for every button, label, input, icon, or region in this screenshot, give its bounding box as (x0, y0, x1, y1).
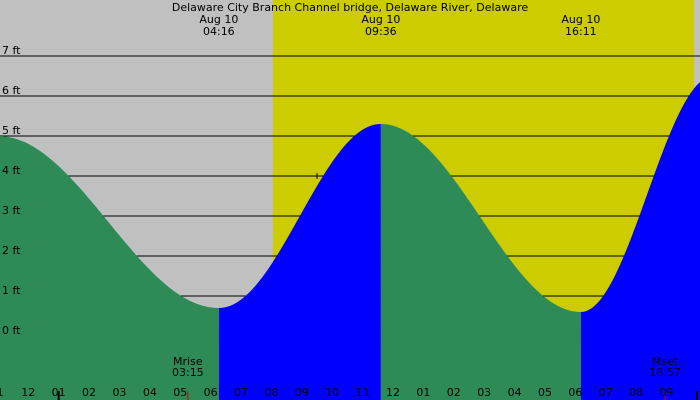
x-tick-label: 09 (295, 386, 309, 399)
falling-tide-area (380, 124, 581, 400)
extreme-date-label: Aug 10 (561, 13, 600, 26)
x-tick-label: 08 (629, 386, 643, 399)
extreme-date-label: Aug 10 (199, 13, 238, 26)
moon-event-time: 03:15 (172, 366, 204, 379)
x-tick-label: 09 (660, 386, 674, 399)
y-tick-label: 2 ft (2, 244, 21, 257)
x-tick-label: 01 (416, 386, 430, 399)
sun-event-tick (57, 391, 60, 400)
markers (57, 173, 698, 400)
y-tick-label: 1 ft (2, 284, 21, 297)
y-tick-label: 4 ft (2, 164, 21, 177)
falling-tide-area (0, 136, 219, 400)
sun-event-tick (695, 391, 698, 400)
x-tick-label: 01 (52, 386, 66, 399)
x-tick-label: 02 (82, 386, 96, 399)
x-tick-label: 06 (204, 386, 218, 399)
moon-event-label: Mrise (173, 355, 203, 368)
extreme-date-label: Aug 10 (361, 13, 400, 26)
x-tick-label: 07 (599, 386, 613, 399)
x-tick-label: 10 (325, 386, 339, 399)
x-tick-label: 03 (112, 386, 126, 399)
x-tick-label: 1 (0, 386, 4, 399)
x-tick-label: 04 (143, 386, 157, 399)
rising-tide-area (218, 124, 381, 400)
x-tick-label: 12 (386, 386, 400, 399)
x-tick-label: 03 (477, 386, 491, 399)
x-tick-label: 07 (234, 386, 248, 399)
tide-area (0, 82, 700, 400)
y-tick-label: 5 ft (2, 124, 21, 137)
x-tick-label: 11 (356, 386, 370, 399)
moon-event-time: 18:57 (649, 366, 681, 379)
y-tick-label: 0 ft (2, 324, 21, 337)
y-tick-label: 7 ft (2, 44, 21, 57)
chart-title: Delaware City Branch Channel bridge, Del… (172, 1, 528, 14)
x-tick-label: 12 (21, 386, 35, 399)
x-tick-label: 04 (508, 386, 522, 399)
x-tick-label: 02 (447, 386, 461, 399)
extreme-time-label: 04:16 (203, 25, 235, 38)
x-tick-label: 05 (538, 386, 552, 399)
moon-event-label: Mset (652, 355, 679, 368)
x-tick-label: 06 (568, 386, 582, 399)
rising-tide-area (580, 82, 700, 400)
extreme-time-label: 16:11 (565, 25, 597, 38)
x-tick-label: 08 (264, 386, 278, 399)
x-tick-label: 05 (173, 386, 187, 399)
extreme-time-label: 09:36 (365, 25, 397, 38)
y-tick-label: 3 ft (2, 204, 21, 217)
y-tick-label: 6 ft (2, 84, 21, 97)
